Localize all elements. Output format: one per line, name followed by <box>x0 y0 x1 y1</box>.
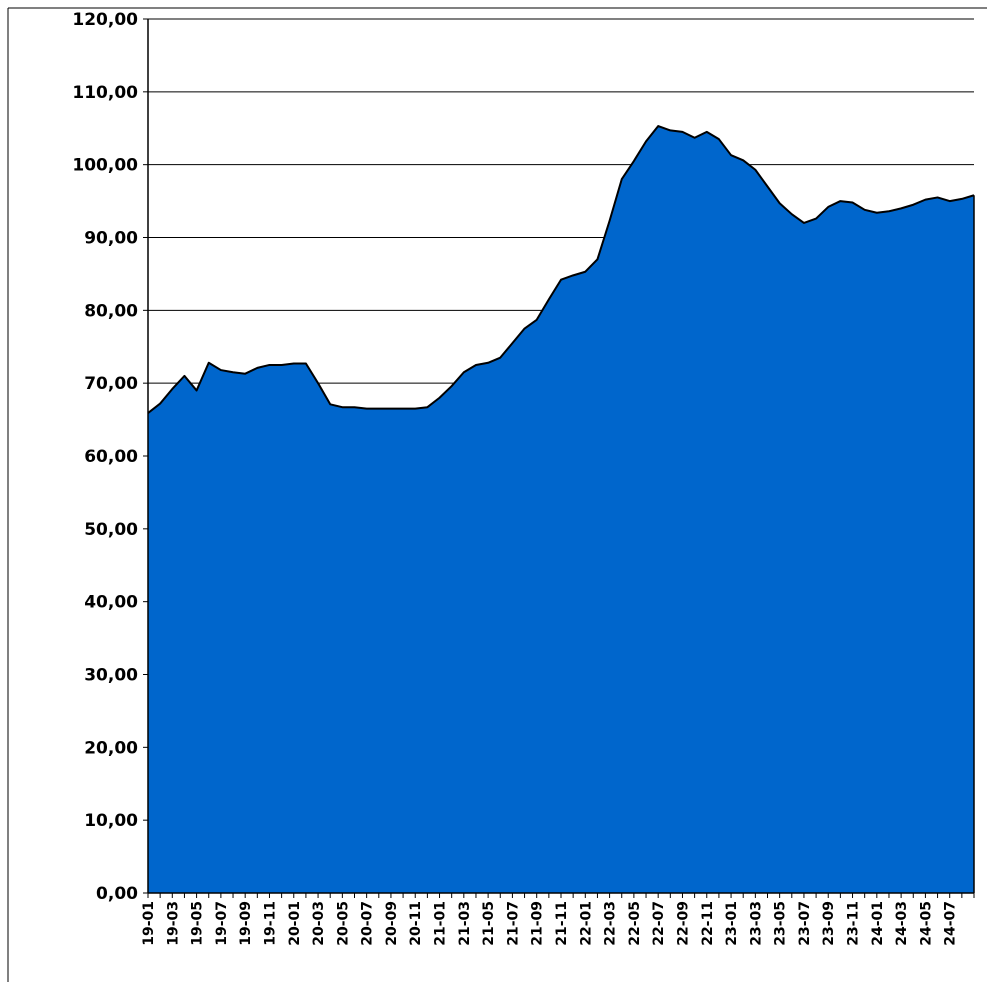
y-tick-label: 0,00 <box>96 884 138 904</box>
y-tick-label: 80,00 <box>84 301 138 321</box>
x-tick-label: 24-07 <box>943 901 959 946</box>
x-tick-label: 20-03 <box>311 901 327 946</box>
y-tick-label: 50,00 <box>84 520 138 540</box>
x-tick-label: 23-09 <box>821 901 837 946</box>
x-tick-label: 20-01 <box>287 901 303 946</box>
x-tick-label: 19-09 <box>238 901 254 946</box>
x-tick-label: 23-05 <box>773 901 789 946</box>
area-fill <box>148 126 974 893</box>
y-tick-label: 70,00 <box>84 374 138 394</box>
x-tick-label: 21-05 <box>481 901 497 946</box>
x-tick-label: 22-11 <box>700 901 716 946</box>
x-tick-label: 23-01 <box>724 901 740 946</box>
x-tick-label: 20-11 <box>408 901 424 946</box>
axes <box>143 18 975 898</box>
x-tick-label: 19-05 <box>190 901 206 946</box>
y-tick-label: 100,00 <box>72 156 138 176</box>
y-tick-label: 90,00 <box>84 229 138 249</box>
x-tick-label: 20-05 <box>335 901 351 946</box>
y-tick-label: 20,00 <box>84 738 138 758</box>
x-tick-label: 23-07 <box>797 901 813 946</box>
x-tick-label: 24-01 <box>870 901 886 946</box>
series-line <box>147 125 975 414</box>
series-area <box>147 125 975 893</box>
x-tick-label: 19-07 <box>214 901 230 946</box>
x-tick-label: 24-05 <box>918 901 934 946</box>
y-tick-label: 30,00 <box>84 666 138 686</box>
y-tick-label: 110,00 <box>72 83 138 103</box>
chart-frame <box>7 7 987 982</box>
x-tick-label: 21-09 <box>530 901 546 946</box>
x-tick-label: 22-03 <box>603 901 619 946</box>
x-tick-label: 24-03 <box>894 901 910 946</box>
x-tick-labels: 19-01 19-03 19-05 19-07 19-09 19-11 20-01 20-03… <box>141 901 959 946</box>
x-tick-label: 21-07 <box>505 901 521 946</box>
x-tick-label: 22-01 <box>578 901 594 946</box>
x-tick-label: 22-05 <box>627 901 643 946</box>
x-tick-label: 22-07 <box>651 901 667 946</box>
x-tick-label: 19-03 <box>165 901 181 946</box>
x-tick-label: 23-03 <box>748 901 764 946</box>
y-tick-label: 120,00 <box>72 10 138 30</box>
y-tick-labels: 0,00 10,00 20,00 30,00 40,00 50,00 60,00 70,00 8… <box>72 10 138 904</box>
y-tick-label: 10,00 <box>84 811 138 831</box>
x-tick-label: 21-01 <box>433 901 449 946</box>
y-tick-label: 40,00 <box>84 593 138 613</box>
x-tick-label: 19-11 <box>262 901 278 946</box>
x-tick-label: 21-11 <box>554 901 570 946</box>
x-tick-label: 21-03 <box>457 901 473 946</box>
x-tick-label: 22-09 <box>675 901 691 946</box>
y-tick-label: 60,00 <box>84 447 138 467</box>
x-tick-label: 20-07 <box>360 901 376 946</box>
x-tick-label: 20-09 <box>384 901 400 946</box>
x-tick-label: 23-11 <box>846 901 862 946</box>
x-tick-label: 19-01 <box>141 901 157 946</box>
